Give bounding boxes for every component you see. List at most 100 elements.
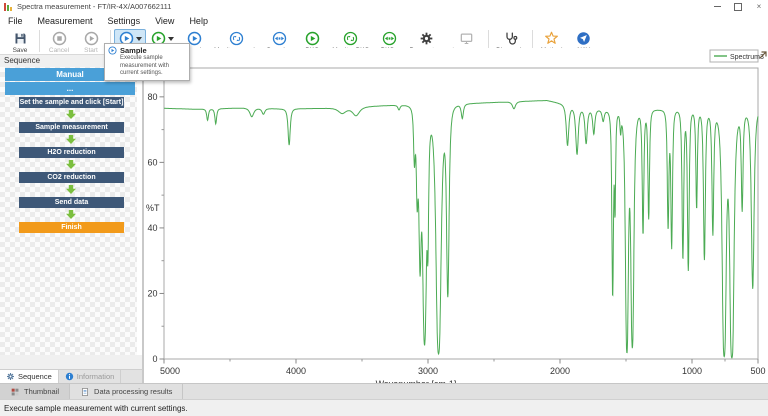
arrows-circle-green-icon <box>382 31 397 46</box>
menu-item-file[interactable]: File <box>8 15 23 26</box>
title-bar: Spectra measurement - FT/IR-4X/A00766211… <box>0 0 768 13</box>
document-icon <box>80 387 90 397</box>
play-circle-blue-icon <box>187 31 202 46</box>
stop-circle-icon <box>52 31 67 46</box>
toolbar-button-label: Start <box>84 47 98 54</box>
sequence-submode-bar[interactable]: ... <box>5 82 135 95</box>
tab-label: Sequence <box>18 372 52 381</box>
panel-tab-strip: Sequence Information <box>0 369 143 383</box>
sequence-step[interactable]: Sample measurement <box>19 122 124 133</box>
legend-series-label: Spectrum3 <box>730 54 764 61</box>
y-axis-tick-label: 40 <box>147 223 157 233</box>
toolbar-separator <box>39 30 40 52</box>
tab-label: Information <box>76 372 115 381</box>
x-axis-tick-label: 500 <box>750 366 765 376</box>
x-axis-tick-label: 1000 <box>682 366 702 376</box>
chevron-down-icon[interactable] <box>167 36 174 41</box>
window-title: Spectra measurement - FT/IR-4X/A00766211… <box>17 2 172 11</box>
save-icon <box>13 31 28 46</box>
arrows-circle-blue-icon <box>272 31 287 46</box>
toolbar-button-save[interactable]: Save <box>4 29 36 56</box>
toolbar-button-label: Save <box>12 47 28 54</box>
star-icon <box>544 31 559 46</box>
x-axis-title: Wavenumber [cm-1] <box>376 379 457 383</box>
spectrum-chart-panel[interactable]: 0 20 40 60 80 5000 4000 3000 2000 1000 500 %T Wavenu… <box>143 48 768 383</box>
sequence-step[interactable]: Send data <box>19 197 124 208</box>
menu-item-settings[interactable]: Settings <box>107 15 141 26</box>
dock-tab-strip: Thumbnail Data processing results <box>0 383 768 399</box>
monitor-circle-blue-icon <box>229 31 244 46</box>
tab-information[interactable]: Information <box>59 370 122 383</box>
x-axis-tick-label: 3000 <box>418 366 438 376</box>
menu-item-help[interactable]: Help <box>189 15 208 26</box>
grid-icon <box>10 387 20 397</box>
tooltip-description-line2: current settings. <box>120 70 163 76</box>
play-circle-blue-icon <box>108 46 117 55</box>
sequence-step[interactable]: CO2 reduction <box>19 172 124 183</box>
app-icon-bar <box>4 2 6 11</box>
arrow-down-icon <box>66 185 76 194</box>
y-axis-tick-label: 20 <box>147 288 157 298</box>
tooltip-description-line1: Execute sample measurement with <box>120 55 170 69</box>
sequence-panel: Sequence Manual... Set the sample and cli… <box>0 55 143 369</box>
toolbar-button-cancel: Cancel <box>43 29 75 56</box>
minimize-icon <box>713 6 721 7</box>
arrow-down-icon <box>66 210 76 219</box>
display-icon <box>459 31 474 46</box>
x-axis-tick-label: 4000 <box>286 366 306 376</box>
app-icon <box>4 2 12 11</box>
menu-item-measurement[interactable]: Measurement <box>37 15 93 26</box>
chevron-down-icon[interactable] <box>135 36 142 41</box>
toolbar-separator <box>488 30 490 52</box>
status-bar: Execute sample measurement with current … <box>0 399 768 416</box>
sequence-step[interactable]: H2O reduction <box>19 147 124 158</box>
tab-data-processing-results[interactable]: Data processing results <box>70 384 184 399</box>
app-icon-bar <box>10 6 12 11</box>
sample-tooltip: Sample Execute sample measurement with c… <box>104 43 190 81</box>
x-axis-tick-label: 5000 <box>160 366 180 376</box>
sequence-panel-header: Sequence <box>4 56 41 65</box>
toolbar-button-start: Start <box>75 29 107 56</box>
x-axis-tick-label: 2000 <box>550 366 570 376</box>
stethoscope-icon <box>503 31 518 46</box>
spectrum-chart[interactable]: 0 20 40 60 80 5000 4000 3000 2000 1000 500 %T Wavenu… <box>144 48 768 383</box>
play-circle-gray-icon <box>84 31 99 46</box>
y-axis-title: %T <box>146 203 160 213</box>
status-text: Execute sample measurement with current … <box>4 403 188 413</box>
sequence-scrollbar[interactable] <box>137 67 142 355</box>
minimize-button[interactable] <box>712 2 722 12</box>
menu-item-view[interactable]: View <box>155 15 175 26</box>
tab-thumbnail[interactable]: Thumbnail <box>0 384 71 399</box>
arrow-down-icon <box>66 135 76 144</box>
sequence-flow-area: Manual... Set the sample and click [Start… <box>0 67 142 355</box>
play-circle-green-icon <box>305 31 320 46</box>
legend-box[interactable] <box>709 49 759 63</box>
plot-area[interactable] <box>163 67 759 360</box>
maximize-icon <box>734 2 742 11</box>
maximize-button[interactable] <box>733 2 743 12</box>
y-axis-tick-label: 60 <box>147 157 157 167</box>
app-icon-bar <box>7 4 9 11</box>
monitor-circle-green-icon <box>343 31 358 46</box>
y-axis-tick-label: 0 <box>152 354 157 364</box>
toolbar-separator <box>110 30 111 52</box>
sequence-mode-bar[interactable]: Manual <box>5 68 135 81</box>
sequence-gear-icon <box>6 372 15 381</box>
gear-icon <box>419 31 434 46</box>
arrow-down-icon <box>66 160 76 169</box>
expand-chart-icon[interactable] <box>759 51 767 59</box>
window-controls: × <box>712 1 764 12</box>
nav-icon <box>576 31 591 46</box>
close-button[interactable]: × <box>756 2 762 11</box>
menu-bar: File Measurement Settings View Help <box>0 13 768 28</box>
sequence-step-finish[interactable]: Finish <box>19 222 124 233</box>
y-axis-tick-label: 80 <box>147 92 157 102</box>
toolbar-button-label: Cancel <box>48 47 70 54</box>
sequence-step[interactable]: Set the sample and click [Start] <box>19 97 124 108</box>
tab-label: Thumbnail <box>24 387 60 396</box>
tab-sequence[interactable]: Sequence <box>0 370 59 383</box>
tooltip-title: Sample <box>120 46 147 55</box>
spectrum-line <box>164 100 759 359</box>
arrow-down-icon <box>66 110 76 119</box>
